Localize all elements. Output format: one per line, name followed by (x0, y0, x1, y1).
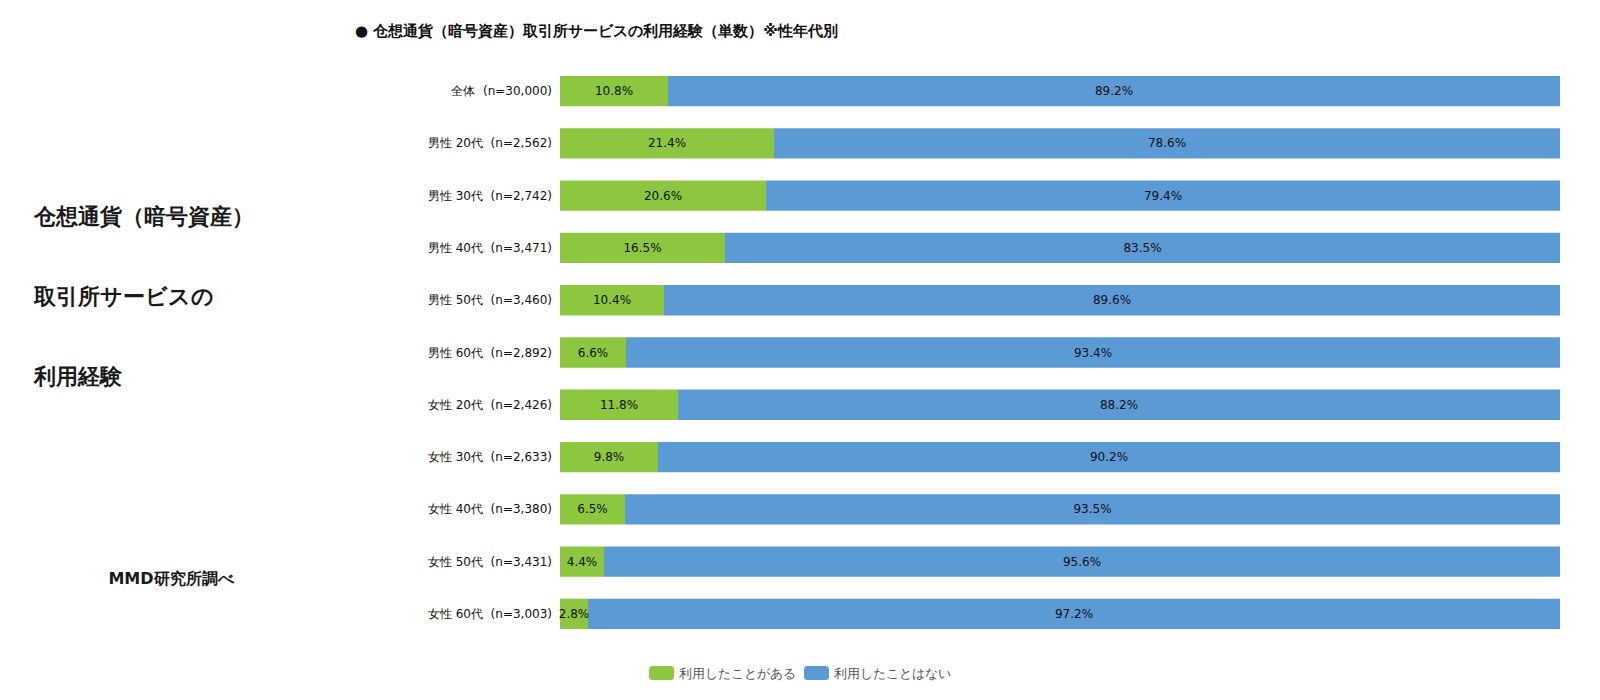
svg-text:93.5%: 93.5% (1073, 502, 1111, 516)
svg-text:女性 30代 (n=2,633): 女性 30代 (n=2,633) (428, 450, 552, 464)
svg-text:93.4%: 93.4% (1074, 346, 1112, 360)
svg-text:21.4%: 21.4% (648, 136, 686, 150)
svg-text:男性 50代 (n=3,460): 男性 50代 (n=3,460) (428, 293, 552, 307)
svg-text:男性 60代 (n=2,892): 男性 60代 (n=2,892) (428, 346, 552, 360)
svg-text:6.5%: 6.5% (577, 502, 608, 516)
svg-text:10.4%: 10.4% (593, 293, 631, 307)
svg-text:男性 20代 (n=2,562): 男性 20代 (n=2,562) (428, 136, 552, 150)
svg-text:取引所サービスの: 取引所サービスの (33, 284, 214, 309)
svg-text:16.5%: 16.5% (623, 241, 661, 255)
svg-text:20.6%: 20.6% (644, 189, 682, 203)
svg-text:88.2%: 88.2% (1100, 398, 1138, 412)
svg-text:11.8%: 11.8% (600, 398, 638, 412)
svg-text:97.2%: 97.2% (1055, 607, 1093, 621)
svg-text:利用したことはない: 利用したことはない (834, 666, 951, 681)
svg-text:女性 50代 (n=3,431): 女性 50代 (n=3,431) (428, 555, 552, 569)
svg-text:90.2%: 90.2% (1090, 450, 1128, 464)
svg-text:6.6%: 6.6% (578, 346, 609, 360)
svg-text:MMD研究所調べ: MMD研究所調べ (108, 569, 234, 588)
svg-text:83.5%: 83.5% (1123, 241, 1161, 255)
svg-text:女性 40代 (n=3,380): 女性 40代 (n=3,380) (428, 502, 552, 516)
svg-text:78.6%: 78.6% (1148, 136, 1186, 150)
svg-text:仓想通貨（暗号資産）: 仓想通貨（暗号資産） (33, 204, 254, 229)
svg-text:10.8%: 10.8% (595, 84, 633, 98)
svg-text:89.6%: 89.6% (1093, 293, 1131, 307)
svg-text:男性 30代 (n=2,742): 男性 30代 (n=2,742) (428, 189, 552, 203)
svg-text:95.6%: 95.6% (1063, 555, 1101, 569)
svg-text:● 仓想通貨（暗号資産）取引所サービスの利用経験（単数）※性: ● 仓想通貨（暗号資産）取引所サービスの利用経験（単数）※性年代別 (355, 22, 838, 40)
svg-text:9.8%: 9.8% (594, 450, 625, 464)
svg-text:女性 20代 (n=2,426): 女性 20代 (n=2,426) (428, 398, 552, 412)
svg-text:89.2%: 89.2% (1095, 84, 1133, 98)
svg-text:79.4%: 79.4% (1144, 189, 1182, 203)
svg-text:女性 60代 (n=3,003): 女性 60代 (n=3,003) (428, 607, 552, 621)
svg-text:利用経験: 利用経験 (33, 364, 123, 389)
svg-text:4.4%: 4.4% (567, 555, 598, 569)
svg-text:男性 40代 (n=3,471): 男性 40代 (n=3,471) (428, 241, 552, 255)
svg-text:全体 (n=30,000): 全体 (n=30,000) (451, 84, 552, 98)
svg-text:利用したことがある: 利用したことがある (679, 666, 796, 681)
svg-text:2.8%: 2.8% (559, 607, 590, 621)
